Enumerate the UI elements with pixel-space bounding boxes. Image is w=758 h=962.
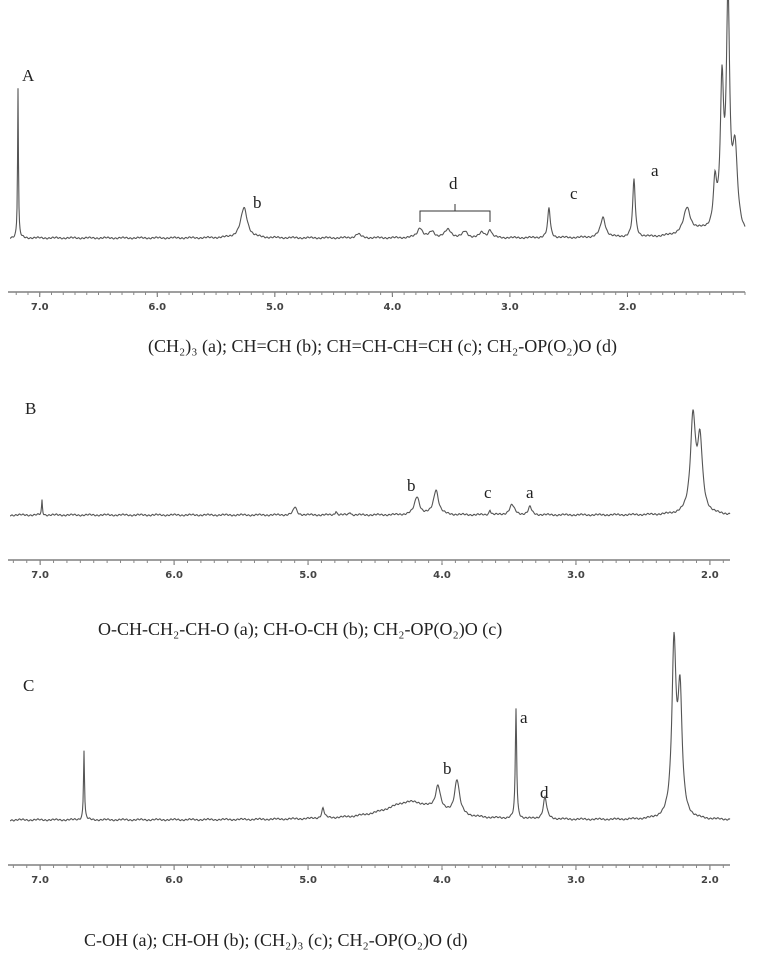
caption: O-CH-CH₂-CH-O (a); CH-O-CH (b); CH₂-OP(O… [98,619,502,640]
spectrum-trace [10,631,731,822]
x-tick-label: 3.0 [567,570,585,581]
caption: C-OH (a); CH-OH (b); (CH₂)₃ (c); CH₂-OP(… [84,930,468,951]
x-tick-label: 7.0 [31,302,49,313]
x-tick-label: 5.0 [299,875,317,886]
x-tick-label: 4.0 [433,875,451,886]
x-tick-label: 3.0 [567,875,585,886]
bracket [419,204,491,222]
x-tick-label: 6.0 [148,302,166,313]
peak-label: b [407,476,416,495]
peak-label: c [484,483,492,502]
x-tick-label: 5.0 [299,570,317,581]
x-tick-label: 2.0 [619,302,637,313]
x-tick-label: 7.0 [31,875,49,886]
spectrum-trace [10,409,731,517]
x-tick-label: 6.0 [165,570,183,581]
peak-label: a [526,483,534,502]
peak-label: b [253,193,262,212]
x-tick-label: 4.0 [433,570,451,581]
x-tick-label: 4.0 [384,302,402,313]
x-tick-label: 2.0 [701,875,719,886]
peak-label: d [449,174,458,193]
x-tick-label: 3.0 [501,302,519,313]
panel-label: C [23,676,34,695]
caption: (CH₂)₃ (a); CH=CH (b); CH=CH-CH=CH (c); … [148,336,617,357]
x-tick-label: 6.0 [165,875,183,886]
peak-label: a [520,708,528,727]
x-tick-label: 2.0 [701,570,719,581]
peak-label: b [443,759,452,778]
x-tick-label: 7.0 [31,570,49,581]
x-tick-label: 5.0 [266,302,284,313]
panel-label: B [25,399,36,418]
spectrum-trace [10,0,746,240]
peak-label: d [540,783,549,802]
peak-label: c [570,184,578,203]
panel-label: A [22,66,35,85]
peak-label: a [651,161,659,180]
